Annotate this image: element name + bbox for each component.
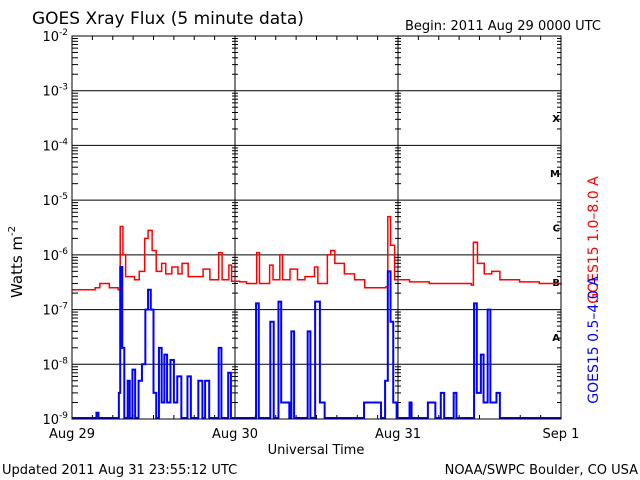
legend-blue-series: GOES15 0.5–4.0 A [586, 276, 602, 404]
x-axis: Aug 29 Aug 30 Aug 31 Sep 1 [49, 36, 579, 442]
x-tick-label: Sep 1 [543, 427, 580, 442]
y-tick-label: 10-5 [42, 192, 68, 209]
y-tick-label: 10-7 [42, 302, 68, 319]
updated-timestamp: Updated 2011 Aug 31 23:55:12 UTC [2, 463, 237, 478]
y-tick-label: 10-6 [42, 247, 68, 264]
x-tick-label: Aug 29 [49, 427, 95, 442]
series-lines [72, 215, 562, 419]
y-tick-label: 10-8 [42, 356, 68, 373]
flare-class-A: A [552, 333, 560, 344]
credit: NOAA/SWPC Boulder, CO USA [445, 463, 638, 478]
series-line-short-wavelength [72, 265, 561, 419]
x-tick-label: Aug 30 [212, 427, 258, 442]
y-tick-label: 10-9 [42, 411, 68, 428]
x-axis-label: Universal Time [268, 443, 365, 458]
plot-frame [71, 35, 562, 420]
flare-class-M: M [550, 169, 560, 180]
y-tick-label: 10-3 [42, 83, 68, 100]
chart-title: GOES Xray Flux (5 minute data) [32, 9, 304, 29]
legend-red-series: GOES15 1.0–8.0 A [586, 176, 602, 304]
series-line-long-wavelength [72, 215, 562, 291]
x-tick-label: Aug 31 [375, 427, 421, 442]
flare-class-X: X [552, 114, 560, 125]
y-axis: 10-2 10-3 10-4 10-5 10-6 10-7 10-8 10-9 [42, 28, 561, 428]
begin-date: Begin: 2011 Aug 29 0000 UTC [405, 19, 601, 34]
y-tick-label: 10-4 [42, 137, 68, 154]
flare-class-C: C [553, 224, 560, 235]
y-tick-label: 10-2 [42, 28, 68, 45]
y-axis-label: Watts m-2 [7, 226, 26, 298]
